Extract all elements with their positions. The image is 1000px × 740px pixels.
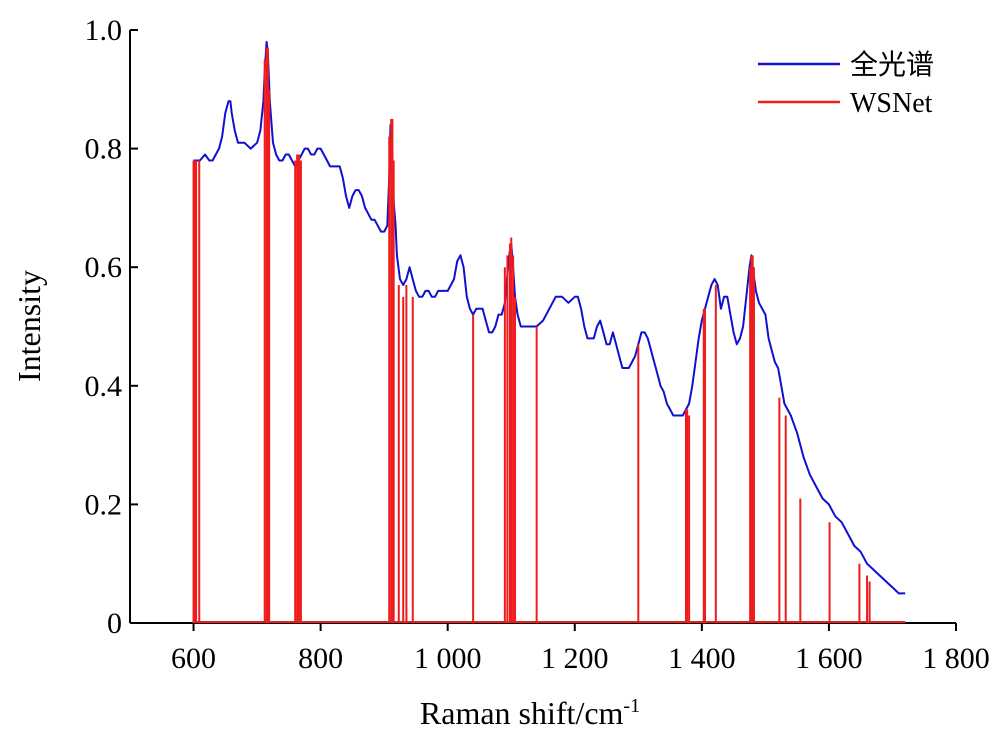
y-axis-title: Intensity <box>11 270 47 382</box>
x-axis-title-superscript: -1 <box>623 695 640 717</box>
x-tick-label: 1 600 <box>795 642 863 675</box>
x-axis-title-text: Raman shift/cm <box>420 695 624 731</box>
x-tick-label: 1 200 <box>541 642 609 675</box>
x-tick-label: 1 800 <box>922 642 990 675</box>
y-tick-label: 0.4 <box>85 370 123 403</box>
x-axis-title: Raman shift/cm-1 <box>420 695 640 731</box>
y-tick-label: 0 <box>107 607 122 640</box>
y-tick-label: 0.2 <box>85 488 123 521</box>
axes <box>129 30 956 624</box>
legend-label-full-spectrum: 全光谱 <box>850 49 934 81</box>
y-tick-label: 0.8 <box>85 133 123 166</box>
y-tick-label: 0.6 <box>85 251 123 284</box>
x-tick-label: 800 <box>298 642 343 675</box>
y-tick-label: 1.0 <box>85 14 123 47</box>
x-tick-label: 1 000 <box>414 642 482 675</box>
x-tick-label: 600 <box>171 642 216 675</box>
series-wsnet <box>192 47 906 623</box>
legend-label-wsnet: WSNet <box>850 88 933 119</box>
series-layer <box>192 40 906 623</box>
ticks: 600 800 1 000 1 200 1 400 1 600 1 800 0 0.2 0.4 0.… <box>85 14 990 675</box>
x-tick-label: 1 400 <box>668 642 736 675</box>
legend: 全光谱 WSNet <box>758 49 934 119</box>
